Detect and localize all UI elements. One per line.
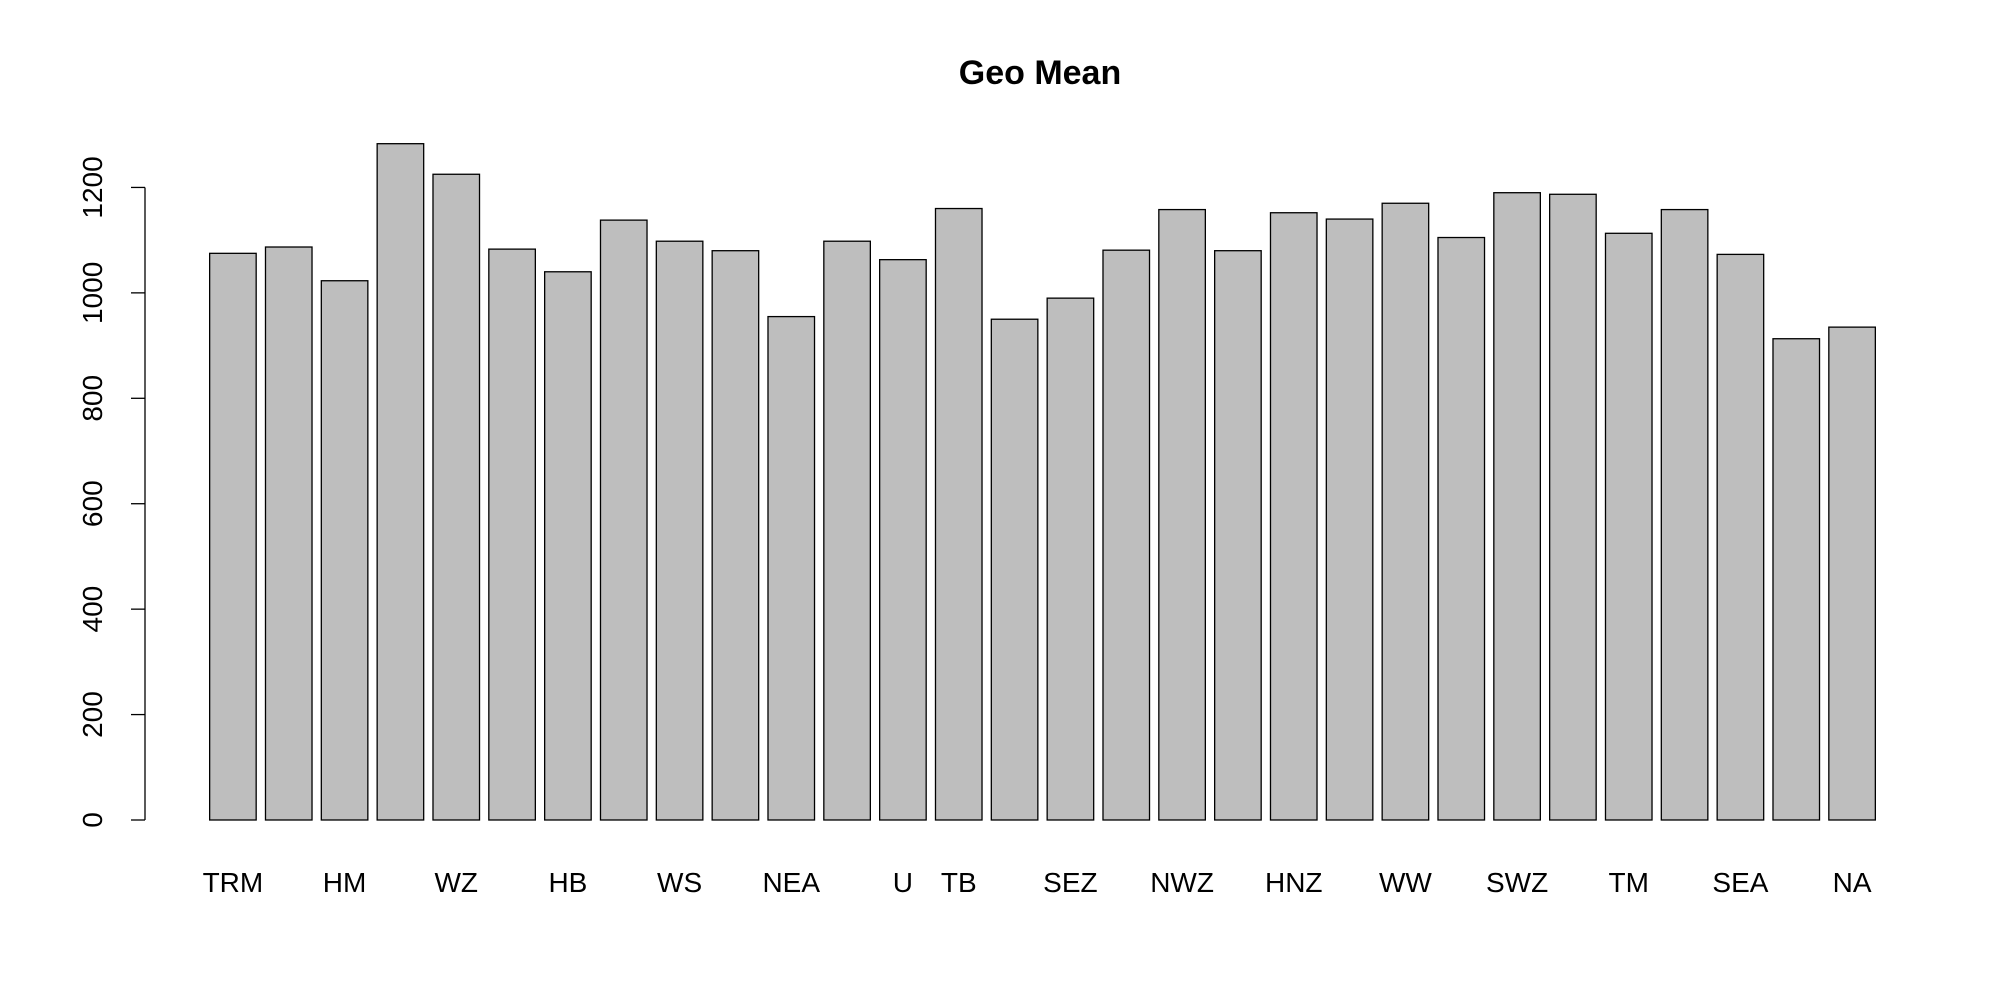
y-tick-label-600: 600 (77, 480, 108, 527)
bar-14 (934, 207, 983, 821)
x-tick-label-swz: SWZ (1486, 867, 1548, 898)
bar-21 (1325, 218, 1374, 821)
bar-25 (1549, 193, 1597, 821)
bar-1 (208, 252, 257, 821)
bar-11 (767, 315, 816, 821)
y-tick-label-200: 200 (77, 691, 108, 738)
x-tick-label-ws: WS (657, 867, 702, 898)
y-tick-label-1200: 1200 (77, 156, 108, 218)
bar-17 (1102, 249, 1151, 821)
x-tick-label-wz: WZ (434, 867, 478, 898)
bar-10 (711, 250, 760, 821)
bars-group (208, 143, 1876, 821)
x-tick-labels: TRM HM WZ HB WS NEA U TB SEZ NWZ HNZ WW SWZ TM SEA NA (203, 867, 1872, 898)
bar-24 (1493, 192, 1541, 821)
x-tick-label-nwz: NWZ (1150, 867, 1214, 898)
bar-29 (1772, 338, 1821, 821)
bar-2 (264, 246, 313, 821)
x-tick-label-trm: TRM (203, 867, 264, 898)
bar-13 (879, 259, 927, 821)
bar-9 (655, 240, 704, 821)
x-tick-label-sez: SEZ (1043, 867, 1097, 898)
x-tick-label-nea: NEA (762, 867, 820, 898)
y-tick-label-800: 800 (77, 375, 108, 422)
x-tick-label-u: U (893, 867, 913, 898)
y-tick-label-400: 400 (77, 586, 108, 633)
bar-18 (1158, 208, 1206, 821)
bar-12 (823, 240, 872, 821)
x-tick-label-sea: SEA (1712, 867, 1768, 898)
bar-5 (432, 173, 481, 821)
bar-23 (1437, 236, 1486, 821)
x-tick-label-tb: TB (941, 867, 977, 898)
bar-27 (1660, 208, 1709, 821)
x-tick-label-hnz: HNZ (1265, 867, 1323, 898)
x-tick-label-hm: HM (323, 867, 367, 898)
y-tick-label-0: 0 (77, 812, 108, 828)
bar-4 (376, 143, 425, 821)
bar-7 (544, 271, 592, 821)
y-axis: 0 200 400 600 800 1000 1200 (77, 156, 146, 828)
bar-3 (320, 280, 369, 821)
bar-22 (1381, 202, 1430, 821)
x-tick-label-ww: WW (1379, 867, 1432, 898)
bar-16 (1046, 297, 1095, 821)
bar-26 (1604, 232, 1653, 821)
bar-19 (1214, 250, 1262, 821)
x-tick-label-tm: TM (1609, 867, 1649, 898)
bar-28 (1716, 253, 1765, 821)
x-tick-label-hb: HB (548, 867, 587, 898)
chart-title: Geo Mean (959, 54, 1121, 92)
bar-30 (1828, 326, 1876, 821)
bar-15 (990, 318, 1039, 821)
y-tick-label-1000: 1000 (77, 262, 108, 324)
bar-20 (1269, 212, 1318, 821)
bar-6 (488, 248, 537, 821)
x-tick-label-na: NA (1833, 867, 1872, 898)
bar-8 (599, 219, 648, 821)
